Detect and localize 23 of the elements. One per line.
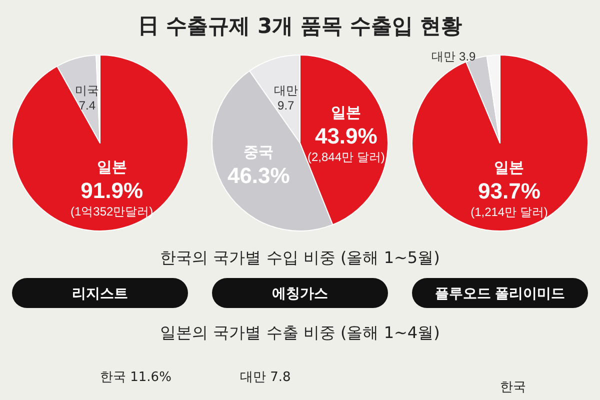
slice-label: 일본	[331, 104, 362, 122]
data-label: 43.9%	[314, 124, 378, 149]
text: 에칭가스	[272, 285, 328, 301]
text: 한국	[500, 379, 526, 396]
text: 일본의 국가별 수출 비중 (올해 1~4월)	[159, 323, 441, 344]
text: 한국의 국가별 수입 비중 (올해 1~5월)	[159, 248, 441, 269]
text: 플루오드 폴리이미드	[435, 285, 565, 301]
text: 日 수출규제 3개 품목 수출입 현황	[136, 13, 464, 40]
data-label: 91.9%	[80, 178, 144, 203]
text: (1억352만달러)	[70, 204, 154, 218]
data-label: 9.7	[278, 98, 295, 113]
data-label: 93.7%	[478, 178, 540, 204]
text: 한국 11.6%	[100, 369, 172, 386]
slice-label: 미국	[75, 83, 100, 98]
text: (2,844만 달러)	[307, 150, 385, 164]
slice-label: 대만	[274, 84, 298, 98]
slice-label: 일본	[494, 160, 524, 177]
text: (1,214만 달러)	[470, 205, 548, 220]
data-label: 7.4	[78, 98, 96, 112]
text: 대만 7.8	[240, 369, 291, 386]
slice-label: 대만 3.9	[432, 49, 476, 64]
slice-label: 일본	[96, 158, 127, 176]
text: 리지스트	[72, 285, 128, 301]
